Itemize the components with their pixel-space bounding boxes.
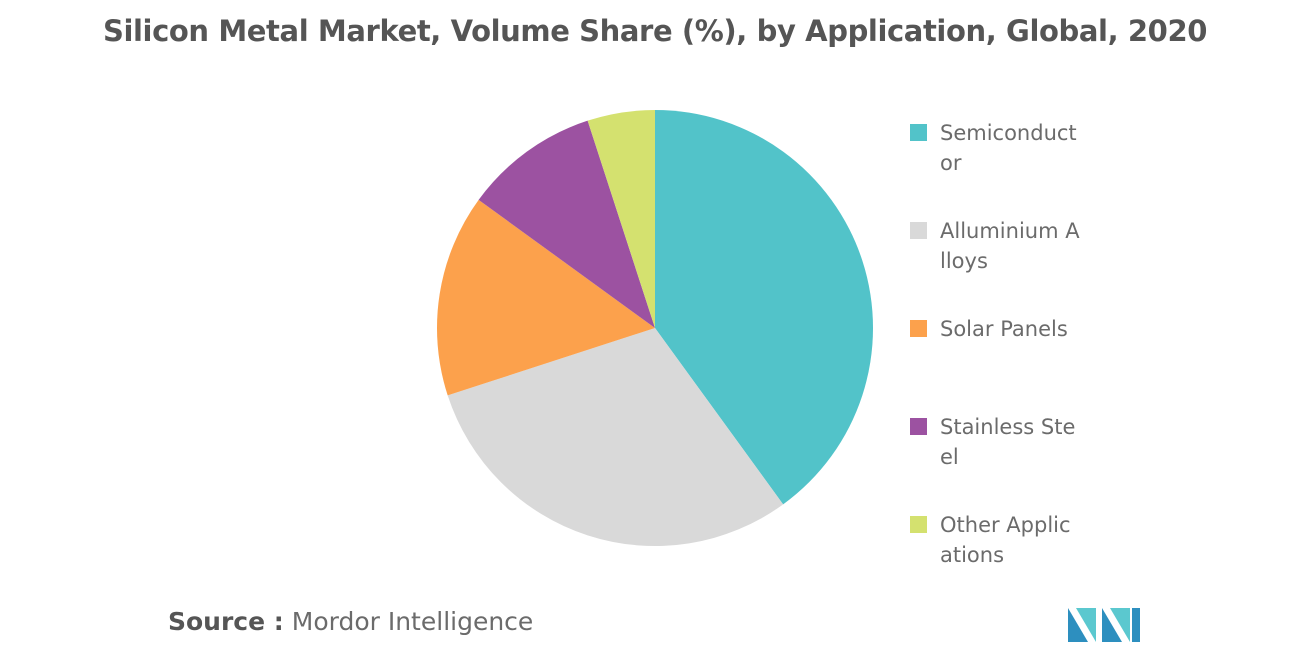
legend-item: Alluminium Alloys bbox=[910, 216, 1085, 314]
pie-slice-stainless-steel bbox=[478, 120, 655, 328]
legend-swatch bbox=[910, 320, 927, 337]
pie-slice-other-applications bbox=[587, 110, 655, 328]
legend-swatch bbox=[910, 222, 927, 239]
pie-slice-semiconductor bbox=[655, 109, 874, 505]
chart-legend: Semiconductor Alluminium Alloys Solar Pane… bbox=[910, 118, 1085, 608]
pie-slice-solar-panels bbox=[436, 199, 655, 396]
legend-label: Semiconductor bbox=[940, 121, 1077, 175]
legend-item: Other Applications bbox=[910, 510, 1085, 608]
legend-swatch bbox=[910, 418, 927, 435]
pie-slice-alluminium-alloys bbox=[447, 328, 784, 547]
legend-item: Semiconductor bbox=[910, 118, 1085, 216]
legend-swatch bbox=[910, 516, 927, 533]
chart-title: Silicon Metal Market, Volume Share (%), … bbox=[102, 14, 1208, 48]
legend-item: Solar Panels bbox=[910, 314, 1085, 412]
mordor-intelligence-logo-icon bbox=[1068, 608, 1140, 642]
source-name: Mordor Intelligence bbox=[291, 607, 534, 636]
legend-label: Other Applications bbox=[940, 513, 1071, 567]
source-note: Source : Mordor Intelligence bbox=[168, 607, 533, 636]
legend-label: Solar Panels bbox=[940, 317, 1068, 341]
source-prefix: Source : bbox=[168, 607, 284, 636]
legend-item: Stainless Steel bbox=[910, 412, 1085, 510]
legend-swatch bbox=[910, 124, 927, 141]
legend-label: Alluminium Alloys bbox=[940, 219, 1080, 273]
legend-label: Stainless Steel bbox=[940, 415, 1076, 469]
